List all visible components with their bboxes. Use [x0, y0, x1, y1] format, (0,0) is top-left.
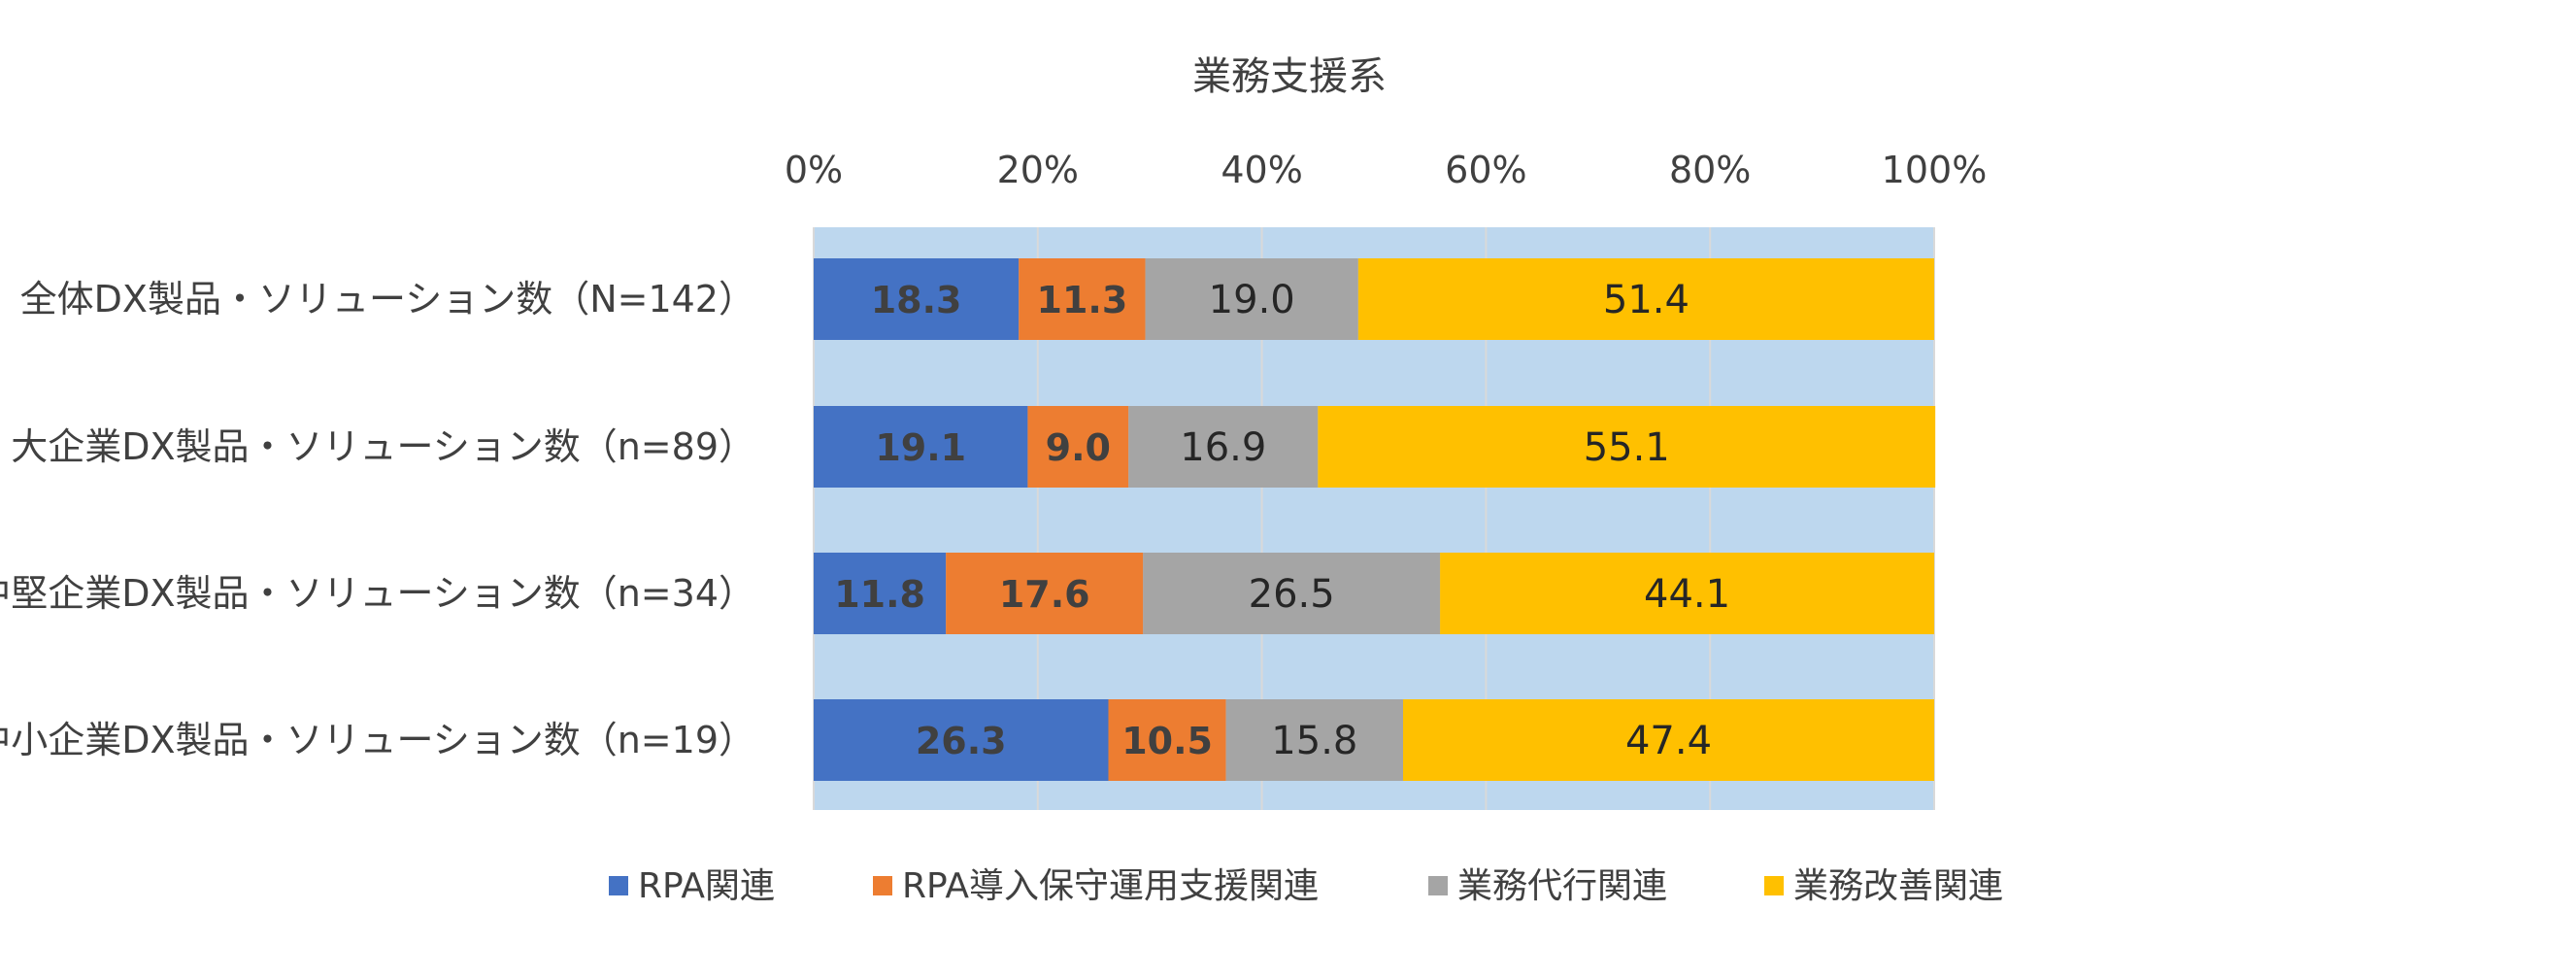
data-label: 18.3 — [871, 279, 962, 321]
category-label: 大企業DX製品・ソリューション数（n=89） — [11, 425, 755, 468]
data-label: 9.0 — [1046, 426, 1111, 469]
data-label: 11.3 — [1037, 279, 1128, 321]
category-label: 中小企業DX製品・ソリューション数（n=19） — [0, 719, 755, 761]
data-label: 26.3 — [916, 720, 1007, 762]
x-tick-label: 20% — [997, 149, 1079, 191]
data-label: 47.4 — [1625, 719, 1712, 763]
data-label: 11.8 — [834, 573, 925, 616]
legend: RPA関連 RPA導入保守運用支援関連 業務代行関連 業務改善関連 — [609, 866, 2003, 906]
legend-swatch — [609, 876, 628, 895]
bar-segment — [1357, 258, 1934, 340]
data-labels: 18.3 11.3 19.0 51.4 19.1 9.0 16.9 55.1 11.8 17.6 2… — [834, 278, 1730, 763]
data-label: 15.8 — [1271, 719, 1357, 763]
legend-label: RPA導入保守運用支援関連 — [902, 866, 1319, 906]
bar-segment — [1145, 258, 1358, 340]
x-tick-label: 0% — [785, 149, 843, 191]
x-tick-label: 80% — [1669, 149, 1751, 191]
data-label: 44.1 — [1644, 572, 1730, 617]
legend-swatch — [1764, 876, 1784, 895]
data-label: 55.1 — [1584, 425, 1670, 470]
bar-segment — [814, 553, 947, 634]
data-label: 16.9 — [1180, 425, 1266, 470]
data-label: 19.0 — [1209, 278, 1295, 322]
category-label: 中堅企業DX製品・ソリューション数（n=34） — [0, 572, 755, 615]
bar-segment — [814, 699, 1109, 781]
bar-segment — [1143, 553, 1441, 634]
bar-segment — [1027, 406, 1129, 488]
x-tick-label: 100% — [1882, 149, 1988, 191]
legend-label: RPA関連 — [638, 866, 775, 906]
legend-swatch — [873, 876, 892, 895]
bar-segment — [946, 553, 1144, 634]
category-labels: 全体DX製品・ソリューション数（N=142） 大企業DX製品・ソリューション数（n… — [0, 278, 755, 761]
legend-label: 業務改善関連 — [1793, 866, 2003, 906]
category-label: 全体DX製品・ソリューション数（N=142） — [20, 278, 755, 321]
data-label: 10.5 — [1121, 720, 1213, 762]
bar-segment — [1108, 699, 1226, 781]
data-label: 51.4 — [1603, 278, 1689, 322]
bar-segment — [1440, 553, 1934, 634]
x-tick-label: 40% — [1221, 149, 1302, 191]
bar-segment — [1403, 699, 1934, 781]
legend-swatch — [1428, 876, 1448, 895]
bar-segment — [814, 406, 1028, 488]
bar-segment — [1128, 406, 1319, 488]
bar-segment — [1019, 258, 1146, 340]
chart-title: 業務支援系 — [1192, 54, 1387, 99]
bar-segment — [1225, 699, 1404, 781]
x-tick-label: 60% — [1445, 149, 1526, 191]
bar-segment — [814, 258, 1020, 340]
bar-segment — [1318, 406, 1936, 488]
data-label: 17.6 — [999, 573, 1090, 616]
x-axis-ticks: 0% 20% 40% 60% 80% 100% — [785, 149, 1987, 191]
legend-label: 業務代行関連 — [1457, 866, 1667, 906]
data-label: 19.1 — [875, 426, 966, 469]
bars — [814, 258, 1936, 781]
data-label: 26.5 — [1249, 572, 1335, 617]
